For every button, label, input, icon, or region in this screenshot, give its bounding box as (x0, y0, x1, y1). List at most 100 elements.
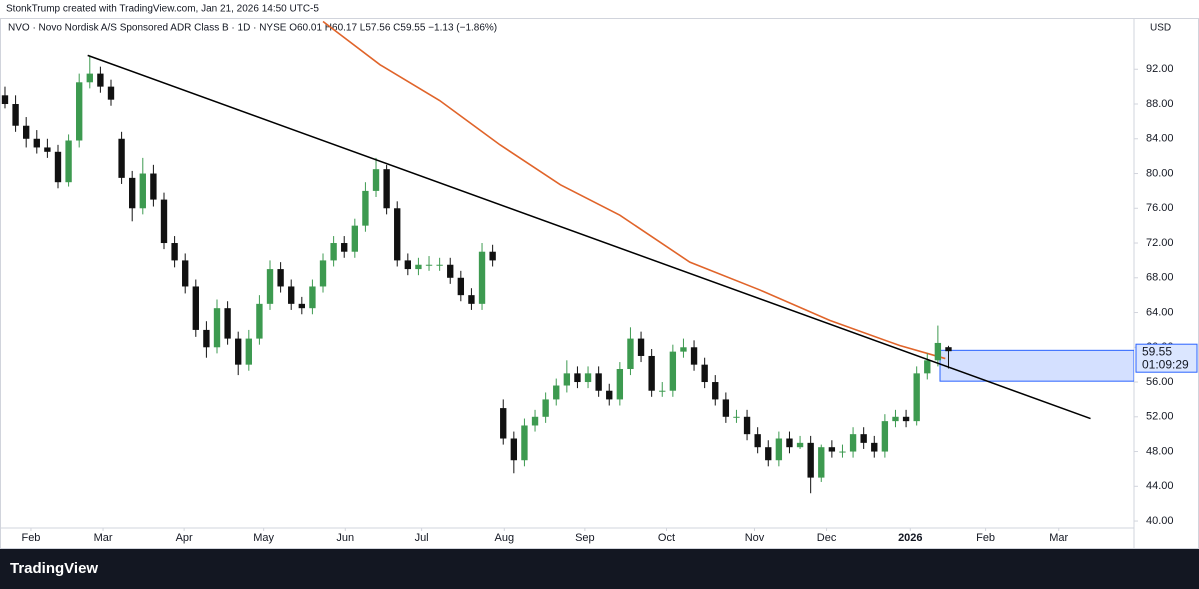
candle-body (266, 269, 274, 304)
candle-body (1, 95, 9, 105)
candle-body (818, 447, 825, 478)
candle (129, 170, 136, 222)
candle-body (425, 264, 433, 266)
candle (934, 325, 942, 367)
candle (319, 253, 327, 293)
candle (277, 262, 284, 293)
candle-body (160, 199, 168, 244)
candle-body (478, 251, 486, 304)
candle (383, 164, 390, 215)
candle (182, 253, 189, 294)
candle-body (44, 147, 51, 152)
candle-body (351, 225, 358, 252)
candle-body (383, 169, 390, 209)
candle (606, 383, 613, 406)
x-tick-label: May (253, 532, 274, 544)
x-tick-label: 2026 (898, 532, 922, 544)
candle (563, 360, 571, 393)
candle-body (436, 264, 443, 266)
candle-body (531, 416, 539, 426)
candle-body (309, 286, 316, 309)
x-tick-label: Jun (336, 532, 354, 544)
price-tag-countdown: 01:09:29 (1142, 357, 1189, 371)
candle (351, 218, 358, 258)
candle-body (934, 342, 942, 361)
candle (404, 253, 412, 276)
candle (574, 366, 581, 389)
candle-body (680, 347, 687, 352)
candle-body (775, 438, 783, 461)
candle-body (489, 251, 496, 261)
candle (139, 157, 146, 215)
candle-body (743, 416, 751, 435)
candle (192, 279, 199, 337)
candle-body (150, 173, 157, 200)
candle (160, 192, 168, 250)
candle (65, 134, 72, 187)
candle-body (860, 434, 867, 443)
candle (33, 130, 40, 154)
candle (510, 431, 518, 474)
candle-body (298, 303, 305, 309)
candle (489, 244, 496, 267)
x-tick-label: Feb (976, 532, 995, 544)
candle-body (521, 425, 528, 461)
candle-body (542, 399, 549, 417)
candle (712, 375, 719, 406)
candle-body (510, 438, 518, 461)
candle (828, 440, 836, 458)
candle-body (627, 338, 634, 370)
candle (309, 279, 316, 315)
candle (733, 409, 740, 423)
candle-body (86, 73, 93, 83)
candle (521, 418, 528, 467)
candle-body (765, 447, 772, 461)
trendline (87, 54, 1091, 420)
candle-body (372, 169, 380, 191)
candle-body (637, 338, 645, 356)
candle-body (97, 73, 104, 87)
candle (669, 344, 677, 397)
candle (372, 157, 380, 197)
candle (860, 427, 867, 449)
header: StonkTrump created with TradingView.com,… (6, 4, 319, 15)
candle (500, 399, 507, 445)
y-tick-label: 92.00 (1146, 63, 1174, 75)
candle-body (924, 360, 931, 374)
candle (118, 131, 125, 184)
candle-body (213, 308, 221, 348)
candle (765, 440, 772, 467)
candle (616, 362, 624, 406)
candle-body (224, 308, 231, 339)
candle (288, 279, 295, 310)
candle (786, 431, 793, 454)
candle (54, 144, 62, 189)
candle-body (447, 264, 454, 278)
y-tick-label: 44.00 (1146, 480, 1174, 492)
candle (171, 236, 178, 268)
candle-body (892, 416, 899, 422)
candle (531, 409, 539, 432)
candle (150, 164, 157, 207)
y-tick-label: 68.00 (1146, 272, 1174, 284)
brand: TradingView (10, 560, 98, 577)
candle (722, 392, 730, 423)
candle (23, 117, 30, 148)
candle (818, 444, 825, 482)
candle-body (203, 329, 210, 348)
candle-body (733, 416, 740, 418)
y-tick-label: 52.00 (1146, 411, 1174, 423)
y-tick-label: 80.00 (1146, 167, 1174, 179)
candle-body (404, 260, 412, 270)
legend: NVO · Novo Nordisk A/S Sponsored ADR Cla… (8, 23, 497, 34)
candle (659, 382, 666, 397)
candle-body (277, 269, 284, 287)
candle-body (182, 260, 189, 287)
candle (754, 427, 761, 454)
candle-body (669, 351, 677, 391)
candle-body (553, 385, 560, 400)
candle-body (245, 338, 252, 365)
candle (924, 353, 931, 380)
candle-body (807, 442, 814, 478)
candle-body (415, 264, 422, 270)
